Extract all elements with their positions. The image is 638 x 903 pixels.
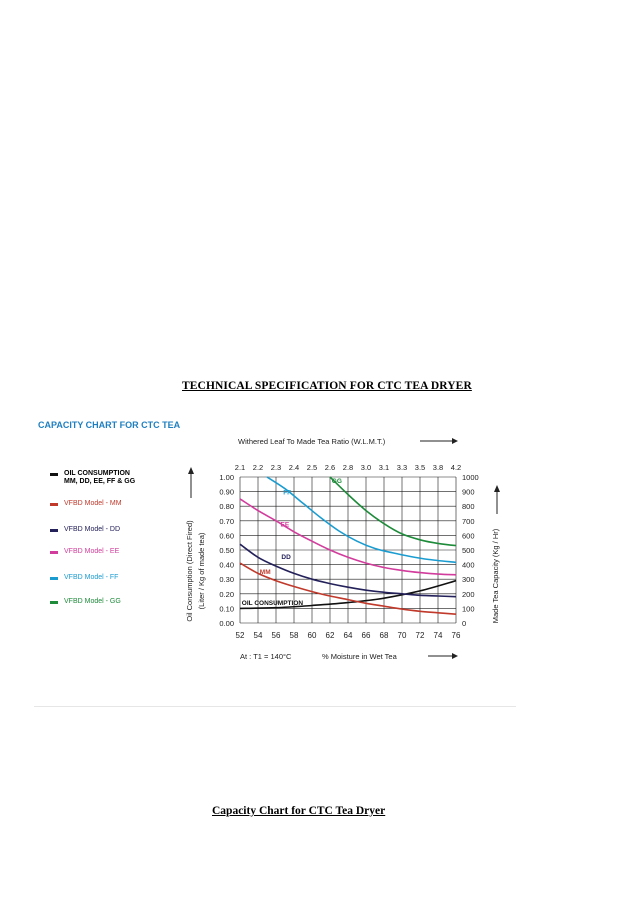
legend-label-dd: VFBD Model - DD <box>64 526 121 533</box>
bottom-axis-label: % Moisture in Wet Tea <box>322 652 398 661</box>
left-tick-label: 0.40 <box>219 561 234 570</box>
legend-swatch-ee <box>50 551 58 554</box>
x-tick-label: 64 <box>344 631 353 640</box>
chart-title: CAPACITY CHART FOR CTC TEA <box>38 420 181 430</box>
right-tick-label: 200 <box>462 590 475 599</box>
series-label-mm: MM <box>260 569 271 576</box>
right-axis-arrow-icon <box>494 485 500 492</box>
legend-swatch-gg <box>50 601 58 604</box>
top-axis-label: Withered Leaf To Made Tea Ratio (W.L.M.T… <box>238 437 386 446</box>
series-label-oil-consumption: OIL CONSUMPTION <box>242 600 304 607</box>
left-tick-label: 0.80 <box>219 502 234 511</box>
bottom-note: At : T1 = 140°C <box>240 652 292 661</box>
right-tick-label: 900 <box>462 488 475 497</box>
x-tick-label: 68 <box>380 631 389 640</box>
top-tick-label: 2.2 <box>253 463 263 472</box>
series-line-ee <box>239 498 457 576</box>
top-tick-label: 3.8 <box>433 463 443 472</box>
series-line-mm <box>239 562 457 615</box>
left-tick-label: 0.00 <box>219 619 234 628</box>
right-tick-label: 700 <box>462 517 475 526</box>
right-tick-label: 500 <box>462 546 475 555</box>
left-tick-label: 0.70 <box>219 517 234 526</box>
top-tick-label: 2.1 <box>235 463 245 472</box>
legend-label-oil-consumption: OIL CONSUMPTION MM, DD, EE, FF & GG <box>64 470 136 485</box>
series-line-ff <box>266 476 457 564</box>
top-tick-label: 2.5 <box>307 463 317 472</box>
legend-label-ff: VFBD Model - FF <box>64 574 119 581</box>
x-tick-label: 60 <box>308 631 317 640</box>
series-line-dd <box>239 543 457 598</box>
right-axis-label: Made Tea Capacity (Kg / Hr) <box>491 528 500 623</box>
x-tick-label: 66 <box>362 631 371 640</box>
right-tick-label: 300 <box>462 575 475 584</box>
series-label-dd: DD <box>281 554 291 561</box>
left-tick-label: 1.00 <box>219 473 234 482</box>
x-tick-label: 62 <box>326 631 335 640</box>
left-tick-label: 0.90 <box>219 488 234 497</box>
x-tick-label: 76 <box>452 631 461 640</box>
top-axis-arrow-icon <box>452 438 458 444</box>
bottom-axis-arrow-icon <box>452 653 458 659</box>
left-axis-arrow-icon <box>188 467 194 474</box>
x-tick-label: 56 <box>272 631 281 640</box>
legend-label-ee: VFBD Model - EE <box>64 548 120 555</box>
left-axis-label: Oil Consumption (Direct Fired) <box>185 520 194 622</box>
series-line-gg <box>329 476 457 547</box>
right-tick-label: 600 <box>462 531 475 540</box>
legend-swatch-ff <box>50 577 58 580</box>
left-tick-label: 0.60 <box>219 531 234 540</box>
right-tick-label: 100 <box>462 604 475 613</box>
legend-label-gg: VFBD Model - GG <box>64 598 121 605</box>
left-tick-label: 0.20 <box>219 590 234 599</box>
x-tick-label: 70 <box>398 631 407 640</box>
top-tick-label: 3.5 <box>415 463 425 472</box>
legend-label-mm: VFBD Model - MM <box>64 500 122 507</box>
x-tick-label: 74 <box>434 631 443 640</box>
figure-caption: Capacity Chart for CTC Tea Dryer <box>212 805 386 817</box>
right-tick-label: 1000 <box>462 473 479 482</box>
top-tick-label: 3.1 <box>379 463 389 472</box>
top-tick-label: 3.3 <box>397 463 407 472</box>
page-heading: TECHNICAL SPECIFICATION FOR CTC TEA DRYE… <box>182 380 472 392</box>
x-tick-label: 54 <box>254 631 263 640</box>
series-label-gg: GG <box>332 478 342 485</box>
top-tick-label: 4.2 <box>451 463 461 472</box>
top-tick-label: 2.6 <box>325 463 335 472</box>
chart-plot: 52 54 56 58 60 62 64 66 68 70 72 74 76 2.1 2.2 2.3 2.4 2.… <box>185 437 500 661</box>
x-tick-label: 52 <box>236 631 245 640</box>
capacity-chart-figure: CAPACITY CHART FOR CTC TEA OIL CONSUMPTI… <box>34 406 516 708</box>
left-axis-sublabel: (Liter / Kg of made tea) <box>197 532 206 609</box>
left-tick-label: 0.30 <box>219 575 234 584</box>
series-label-ff: FF <box>283 490 291 497</box>
top-tick-label: 2.8 <box>343 463 353 472</box>
figure-divider <box>34 706 516 707</box>
series-label-ee: EE <box>281 522 290 529</box>
left-tick-label: 0.10 <box>219 604 234 613</box>
x-tick-label: 72 <box>416 631 425 640</box>
right-tick-label: 0 <box>462 619 466 628</box>
top-tick-label: 2.3 <box>271 463 281 472</box>
right-tick-label: 400 <box>462 561 475 570</box>
top-tick-label: 3.0 <box>361 463 371 472</box>
top-tick-label: 2.4 <box>289 463 299 472</box>
right-tick-label: 800 <box>462 502 475 511</box>
legend-swatch-dd <box>50 529 58 532</box>
series-line-oil-consumption <box>239 579 457 610</box>
x-tick-label: 58 <box>290 631 299 640</box>
legend-swatch-mm <box>50 503 58 506</box>
left-tick-label: 0.50 <box>219 546 234 555</box>
legend-swatch-oil-consumption <box>50 473 58 476</box>
